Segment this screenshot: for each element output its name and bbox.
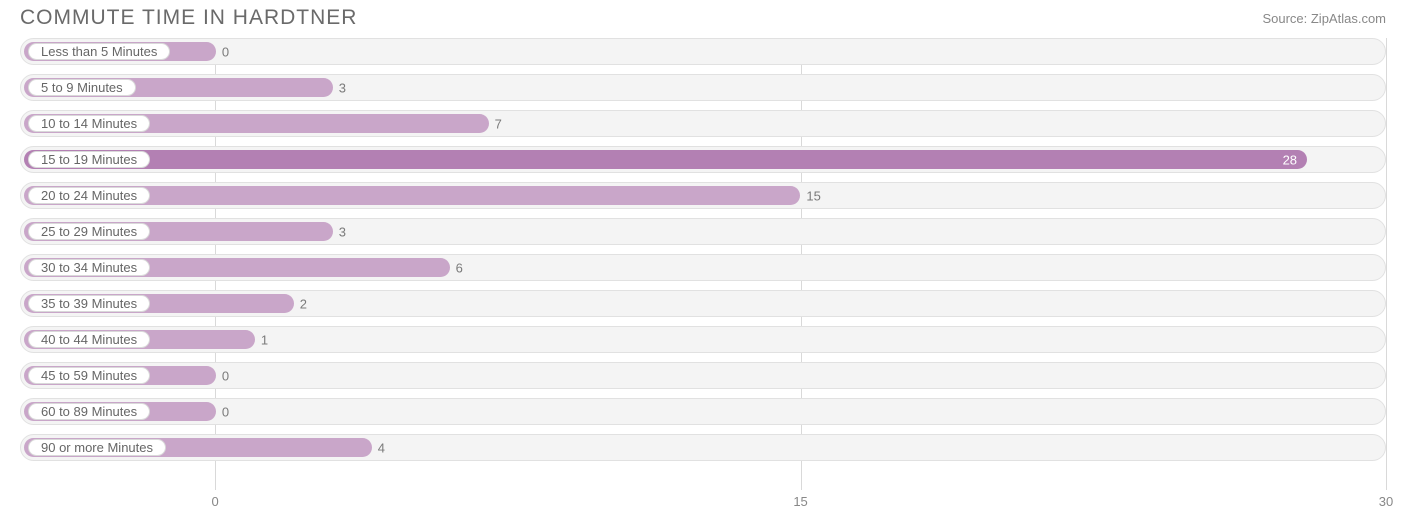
chart-header: COMMUTE TIME IN HARDTNER Source: ZipAtla… xyxy=(0,0,1406,34)
bar-value-label: 28 xyxy=(1283,152,1297,167)
bar-value-label: 1 xyxy=(261,332,268,347)
bar-category-label: 90 or more Minutes xyxy=(28,439,166,456)
bar-value-label: 4 xyxy=(378,440,385,455)
bar-category-label: 20 to 24 Minutes xyxy=(28,187,150,204)
bar-track: 90 or more Minutes 4 xyxy=(20,434,1386,461)
bar-track: 40 to 44 Minutes 1 xyxy=(20,326,1386,353)
bar-value-label: 7 xyxy=(495,116,502,131)
bar-category-label: 35 to 39 Minutes xyxy=(28,295,150,312)
bar-track: 20 to 24 Minutes 15 xyxy=(20,182,1386,209)
gridline xyxy=(1386,38,1387,490)
bar-value-label: 3 xyxy=(339,80,346,95)
bar-value-label: 6 xyxy=(456,260,463,275)
bar-track: 45 to 59 Minutes 0 xyxy=(20,362,1386,389)
bar-category-label: 40 to 44 Minutes xyxy=(28,331,150,348)
bar-track: 28 15 to 19 Minutes xyxy=(20,146,1386,173)
bar-category-label: 25 to 29 Minutes xyxy=(28,223,150,240)
chart-container: COMMUTE TIME IN HARDTNER Source: ZipAtla… xyxy=(0,0,1406,522)
bar-track: 5 to 9 Minutes 3 xyxy=(20,74,1386,101)
x-axis-tick: 15 xyxy=(793,494,807,509)
bar-track: 10 to 14 Minutes 7 xyxy=(20,110,1386,137)
bar-category-label: 15 to 19 Minutes xyxy=(28,151,150,168)
x-axis-tick: 30 xyxy=(1379,494,1393,509)
x-axis: 01530 xyxy=(20,494,1386,512)
bar-category-label: 45 to 59 Minutes xyxy=(28,367,150,384)
bar-value-label: 0 xyxy=(222,368,229,383)
bar-value-label: 0 xyxy=(222,44,229,59)
bar-value-label: 15 xyxy=(806,188,820,203)
chart-title: COMMUTE TIME IN HARDTNER xyxy=(20,6,357,30)
bar-value-label: 0 xyxy=(222,404,229,419)
bar-category-label: Less than 5 Minutes xyxy=(28,43,170,60)
bar-track: 35 to 39 Minutes 2 xyxy=(20,290,1386,317)
bar-category-label: 5 to 9 Minutes xyxy=(28,79,136,96)
bar-track: 30 to 34 Minutes 6 xyxy=(20,254,1386,281)
bar-value-label: 3 xyxy=(339,224,346,239)
bar-fill: 28 xyxy=(24,150,1307,169)
bar-category-label: 10 to 14 Minutes xyxy=(28,115,150,132)
bar-category-label: 30 to 34 Minutes xyxy=(28,259,150,276)
x-axis-tick: 0 xyxy=(212,494,219,509)
chart-source: Source: ZipAtlas.com xyxy=(1262,11,1386,26)
bar-track: Less than 5 Minutes 0 xyxy=(20,38,1386,65)
bar-category-label: 60 to 89 Minutes xyxy=(28,403,150,420)
chart-plot-area: Less than 5 Minutes 0 5 to 9 Minutes 3 10 to… xyxy=(20,38,1386,490)
bar-track: 25 to 29 Minutes 3 xyxy=(20,218,1386,245)
bar-value-label: 2 xyxy=(300,296,307,311)
bar-track: 60 to 89 Minutes 0 xyxy=(20,398,1386,425)
